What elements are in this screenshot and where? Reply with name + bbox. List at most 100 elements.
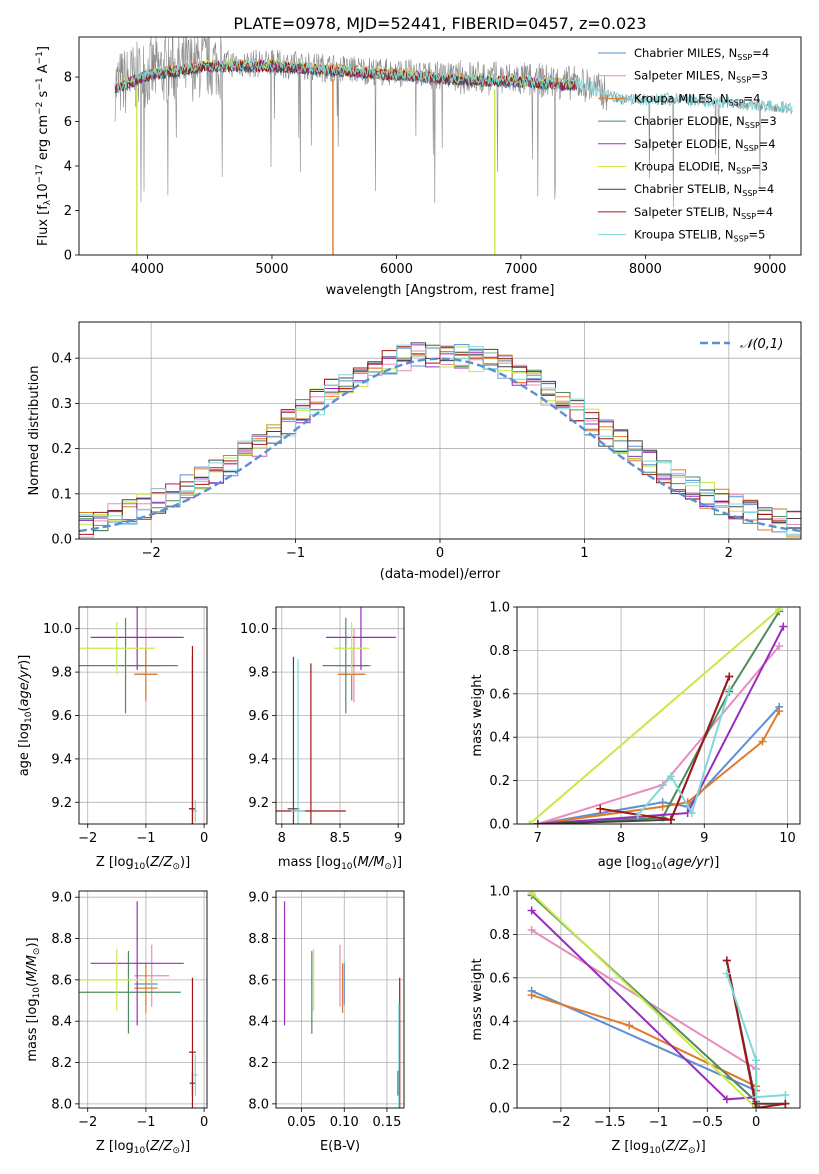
x-axis-label: mass [log10(M/M⊙)] — [278, 855, 402, 872]
y-tick-label: 4 — [64, 160, 72, 175]
y-tick-label: 1.0 — [489, 885, 510, 900]
panel-spectrum: 4000 5000 6000 7000 8000 9000 0 2 4 6 8 wavelength … — [35, 36, 802, 298]
x-tick-label: −2 — [78, 1115, 97, 1130]
x-tick-label: 8 — [617, 831, 625, 846]
y-tick-label: 8.2 — [51, 1056, 72, 1071]
y-axis-label: Normed distribution — [27, 366, 42, 496]
axes-frame — [78, 36, 802, 256]
y-tick-label: 9.2 — [51, 796, 72, 811]
y-tick-label: 0.4 — [489, 731, 510, 746]
errorbar-point — [79, 950, 181, 1034]
x-axis-label: wavelength [Angstrom, rest frame] — [326, 283, 555, 298]
panel-mass-weight-vs-Z: −2 −1.5 −1 −0.5 0 0.0 0.2 0.4 0.6 0.8 1.0 Z [log10(… — [470, 885, 801, 1156]
x-tick-label: 0 — [200, 831, 208, 846]
plot-area — [527, 891, 790, 1108]
y-tick-label: 0.4 — [489, 1015, 510, 1030]
series-path — [530, 892, 757, 1108]
gridlines — [276, 607, 404, 824]
panel-age-vs-mass: 8 8.5 9 9.2 9.4 9.6 9.8 10.0 mass [log10(M/M⊙)] — [240, 606, 405, 872]
errorbar-point — [334, 622, 370, 675]
ticks: 0.05 0.10 0.15 8.0 8.2 8.4 8.6 8.8 9.0 — [248, 891, 401, 1130]
axes-frame — [275, 606, 405, 825]
x-tick-label: 5000 — [255, 262, 288, 277]
errorbar-point — [193, 800, 198, 822]
errorbar-point — [193, 1054, 198, 1096]
series-line — [525, 607, 784, 824]
y-tick-label: 2 — [64, 204, 72, 219]
x-axis-label: E(B-V) — [320, 1139, 360, 1154]
series-path — [537, 610, 781, 824]
axes-frame — [516, 606, 801, 825]
y-tick-label: 0.3 — [51, 397, 72, 412]
y-tick-label: 8 — [64, 71, 72, 86]
y-tick-label: 0 — [64, 249, 72, 264]
data-marker — [666, 772, 675, 781]
data-marker — [758, 737, 767, 746]
y-tick-label: 0.6 — [489, 971, 510, 986]
gridlines — [517, 890, 800, 1109]
y-tick-label: 9.0 — [51, 891, 72, 906]
y-tick-label: 6 — [64, 115, 72, 130]
y-tick-label: 9.0 — [248, 891, 269, 906]
plot-area — [79, 342, 801, 539]
legend-label: Chabrier MILES, NSSP=4 — [634, 46, 769, 62]
data-marker — [527, 926, 536, 935]
observed-spectrum — [114, 37, 793, 208]
x-tick-label: −1.5 — [594, 1115, 626, 1130]
plot-area — [283, 901, 401, 1108]
ticks: 4000 5000 6000 7000 8000 9000 0 2 4 6 8 — [64, 71, 787, 277]
errorbar-point — [79, 948, 155, 1011]
data-marker — [527, 906, 536, 915]
legend-label: Kroupa ELODIE, NSSP=3 — [634, 160, 768, 176]
series-line — [596, 672, 734, 824]
data-marker — [527, 891, 536, 898]
errorbar-point — [79, 617, 178, 714]
data-marker — [722, 969, 731, 978]
errorbar-point — [134, 944, 170, 1007]
y-tick-label: 9.8 — [248, 666, 269, 681]
y-axis-label: mass [log10(M/M⊙)] — [25, 937, 42, 1061]
series-path — [528, 608, 780, 824]
y-tick-label: 10.0 — [43, 622, 72, 637]
panel-mass-weight-vs-age: 7 8 9 10 0.0 0.2 0.4 0.6 0.8 1.0 age [log10(age/yr… — [470, 601, 801, 872]
y-tick-label: 0.1 — [51, 487, 72, 502]
x-tick-label: 1 — [580, 546, 588, 561]
data-marker — [775, 607, 784, 614]
y-tick-label: 0.0 — [489, 1102, 510, 1117]
legend-label: Kroupa STELIB, NSSP=5 — [634, 228, 765, 244]
x-tick-label: −2 — [551, 1115, 570, 1130]
y-tick-label: 0.2 — [489, 774, 510, 789]
y-tick-label: 9.6 — [248, 709, 269, 724]
errorbar-point — [276, 663, 346, 824]
x-axis-label: (data-model)/error — [380, 567, 501, 582]
legend-label: Salpeter MILES, NSSP=3 — [634, 69, 768, 85]
y-tick-label: 8.4 — [51, 1015, 72, 1030]
y-tick-label: 0.2 — [51, 442, 72, 457]
x-tick-label: 8000 — [629, 262, 662, 277]
y-tick-label: 10.0 — [240, 622, 269, 637]
x-tick-label: −1 — [136, 1115, 155, 1130]
errorbar-point — [287, 656, 300, 824]
legend-label: Salpeter STELIB, NSSP=4 — [634, 205, 773, 221]
legend-label: Chabrier ELODIE, NSSP=3 — [634, 114, 777, 130]
errorbar-point — [134, 963, 158, 1013]
legend: Chabrier MILES, NSSP=4 Salpeter MILES, NS… — [598, 46, 777, 244]
data-marker — [725, 685, 734, 694]
data-marker — [625, 1021, 634, 1030]
x-tick-label: 9000 — [753, 262, 786, 277]
panel-mass-vs-EBV: 0.05 0.10 0.15 8.0 8.2 8.4 8.6 8.8 9.0 E(B-V) — [248, 890, 405, 1154]
data-marker — [779, 622, 788, 631]
errorbar-point — [90, 901, 184, 1026]
figure-title: PLATE=0978, MJD=52441, FIBERID=0457, z=0… — [233, 14, 646, 33]
y-tick-label: 0.0 — [51, 533, 72, 548]
x-tick-label: 4000 — [131, 262, 164, 277]
data-marker — [666, 815, 675, 824]
ticks: −2 −1.5 −1 −0.5 0 0.0 0.2 0.4 0.6 0.8 1.0 — [489, 885, 760, 1131]
x-tick-label: 0 — [752, 1115, 760, 1130]
data-marker — [781, 1099, 790, 1108]
x-tick-label: 2 — [725, 546, 733, 561]
y-tick-label: 8.4 — [248, 1015, 269, 1030]
x-axis-label: Z [log10(Z/Z⊙)] — [96, 855, 190, 872]
y-tick-label: 8.2 — [248, 1056, 269, 1071]
errorbar-point — [326, 607, 396, 670]
